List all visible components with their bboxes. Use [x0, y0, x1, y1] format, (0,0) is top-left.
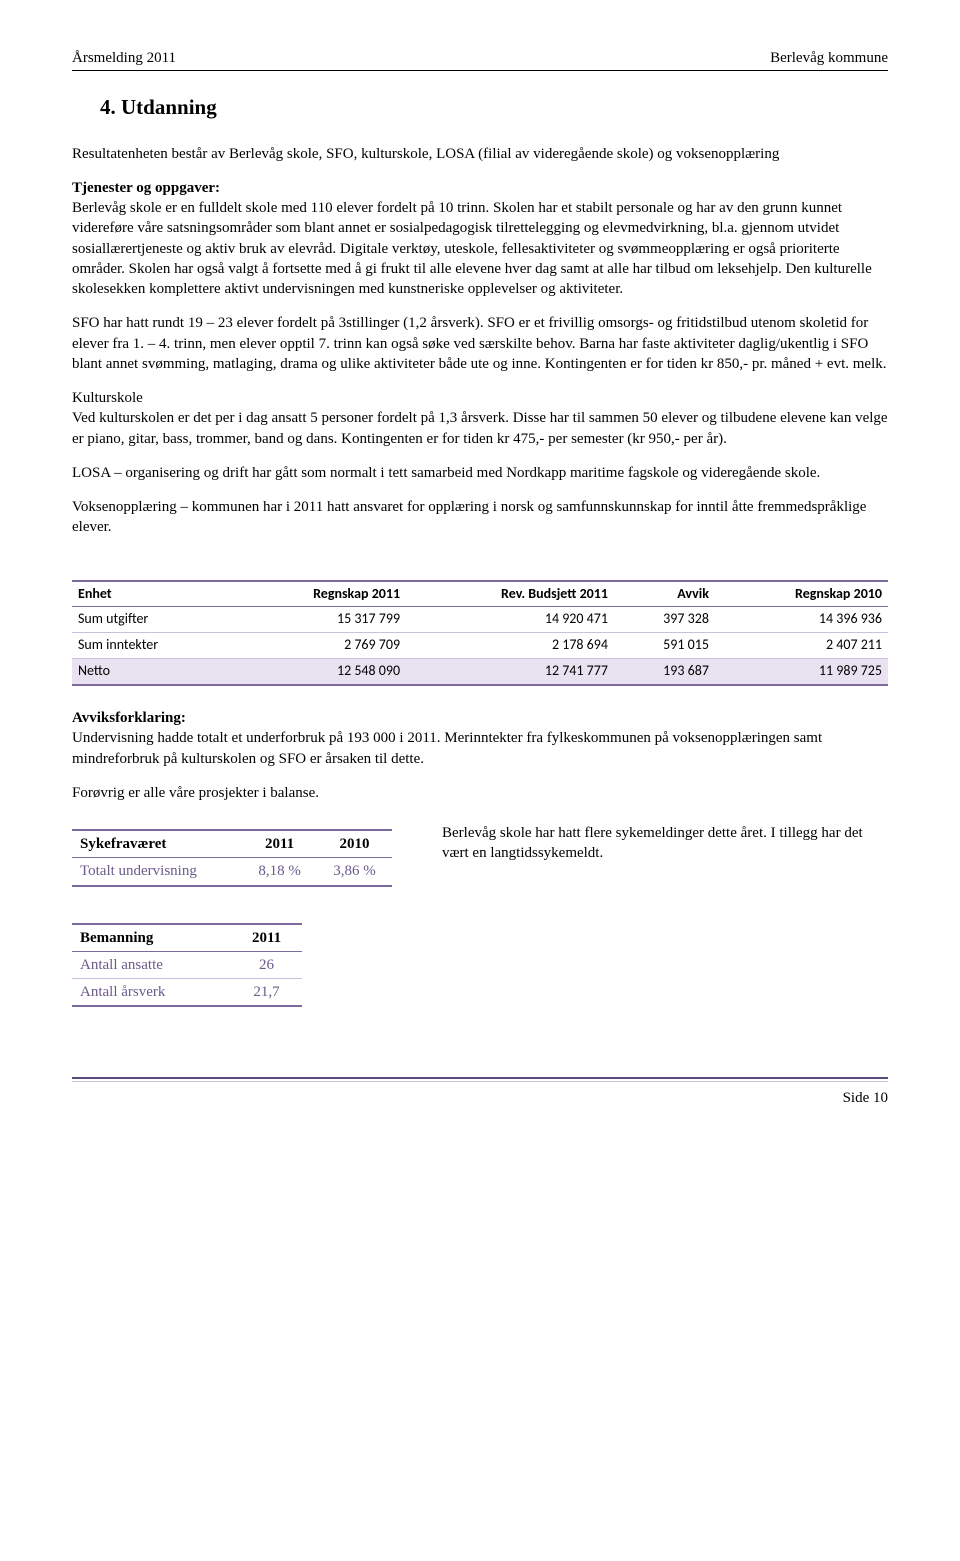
- fin-col-1: Regnskap 2011: [233, 581, 406, 607]
- footer-rule-2: [72, 1081, 888, 1082]
- fin-cell: Sum utgifter: [72, 607, 233, 633]
- fin-row-2: Netto 12 548 090 12 741 777 193 687 11 9…: [72, 659, 888, 685]
- fin-cell: 397 328: [614, 607, 715, 633]
- paragraph-3: Ved kulturskolen er det per i dag ansatt…: [72, 408, 888, 449]
- bem-cell: Antall årsverk: [72, 979, 231, 1007]
- footer-rule: [72, 1077, 888, 1079]
- fin-cell: 2 769 709: [233, 633, 406, 659]
- fin-cell: Netto: [72, 659, 233, 685]
- balance-text: Forøvrig er alle våre prosjekter i balan…: [72, 783, 888, 803]
- section-title: Utdanning: [121, 95, 217, 119]
- fin-cell: 14 396 936: [715, 607, 888, 633]
- fin-cell: 591 015: [614, 633, 715, 659]
- syke-col-2: 2010: [317, 830, 392, 858]
- bem-cell: Antall ansatte: [72, 951, 231, 978]
- fin-cell: 15 317 799: [233, 607, 406, 633]
- bemanning-table: Bemanning 2011 Antall ansatte 26 Antall …: [72, 923, 302, 1008]
- bem-cell: 21,7: [231, 979, 302, 1007]
- fin-col-4: Regnskap 2010: [715, 581, 888, 607]
- bem-cell: 26: [231, 951, 302, 978]
- fin-cell: 2 178 694: [406, 633, 614, 659]
- page-number: Side 10: [72, 1088, 888, 1108]
- fin-cell: Sum inntekter: [72, 633, 233, 659]
- sykefravaer-table: Sykefraværet 2011 2010 Totalt undervisni…: [72, 829, 392, 887]
- bem-col-1: 2011: [231, 924, 302, 952]
- syke-row: Sykefraværet 2011 2010 Totalt undervisni…: [72, 823, 888, 887]
- paragraph-5: Voksenopplæring – kommunen har i 2011 ha…: [72, 497, 888, 538]
- fin-col-3: Avvik: [614, 581, 715, 607]
- syke-row-0: Totalt undervisning 8,18 % 3,86 %: [72, 858, 392, 886]
- syke-cell: Totalt undervisning: [72, 858, 242, 886]
- paragraph-1: Berlevåg skole er en fulldelt skole med …: [72, 198, 888, 299]
- fin-col-0: Enhet: [72, 581, 233, 607]
- section-heading: 4. Utdanning: [100, 93, 888, 121]
- fin-cell: 12 741 777: [406, 659, 614, 685]
- paragraph-2: SFO har hatt rundt 19 – 23 elever fordel…: [72, 313, 888, 374]
- fin-cell: 12 548 090: [233, 659, 406, 685]
- financial-table: Enhet Regnskap 2011 Rev. Budsjett 2011 A…: [72, 580, 888, 687]
- header-rule: [72, 70, 888, 71]
- avvik-heading: Avviksforklaring:: [72, 710, 186, 726]
- page-header: Årsmelding 2011 Berlevåg kommune: [72, 48, 888, 68]
- intro-paragraph: Resultatenheten består av Berlevåg skole…: [72, 144, 888, 164]
- header-right: Berlevåg kommune: [770, 48, 888, 68]
- syke-cell: 3,86 %: [317, 858, 392, 886]
- fin-cell: 14 920 471: [406, 607, 614, 633]
- fin-header-row: Enhet Regnskap 2011 Rev. Budsjett 2011 A…: [72, 581, 888, 607]
- tjenester-subheading: Tjenester og oppgaver:: [72, 178, 888, 198]
- bem-row-0: Antall ansatte 26: [72, 951, 302, 978]
- fin-row-1: Sum inntekter 2 769 709 2 178 694 591 01…: [72, 633, 888, 659]
- fin-cell: 193 687: [614, 659, 715, 685]
- section-number: 4.: [100, 95, 116, 119]
- syke-col-0: Sykefraværet: [72, 830, 242, 858]
- paragraph-4: LOSA – organisering og drift har gått so…: [72, 463, 888, 483]
- fin-row-0: Sum utgifter 15 317 799 14 920 471 397 3…: [72, 607, 888, 633]
- fin-cell: 11 989 725: [715, 659, 888, 685]
- syke-header-row: Sykefraværet 2011 2010: [72, 830, 392, 858]
- syke-col-1: 2011: [242, 830, 317, 858]
- syke-cell: 8,18 %: [242, 858, 317, 886]
- fin-col-2: Rev. Budsjett 2011: [406, 581, 614, 607]
- bem-row-1: Antall årsverk 21,7: [72, 979, 302, 1007]
- syke-side-text: Berlevåg skole har hatt flere sykemeldin…: [442, 823, 888, 864]
- bem-col-0: Bemanning: [72, 924, 231, 952]
- kulturskole-subheading: Kulturskole: [72, 388, 888, 408]
- avvik-text: Undervisning hadde totalt et underforbru…: [72, 728, 888, 769]
- header-left: Årsmelding 2011: [72, 48, 176, 68]
- fin-cell: 2 407 211: [715, 633, 888, 659]
- bem-header-row: Bemanning 2011: [72, 924, 302, 952]
